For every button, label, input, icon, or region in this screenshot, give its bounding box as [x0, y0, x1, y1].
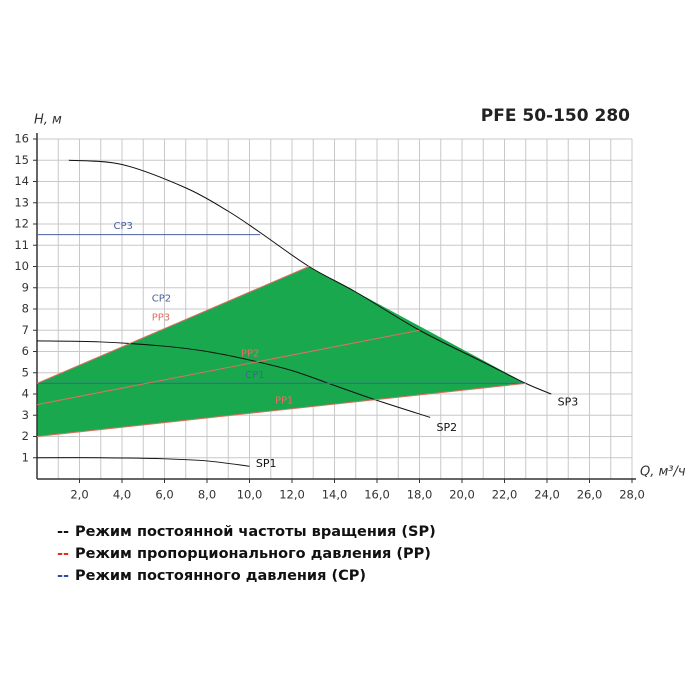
x-tick-label: 20,0 — [449, 488, 475, 502]
x-tick-label: 10,0 — [237, 488, 263, 502]
legend-marker: -- — [57, 568, 69, 584]
curve-label: SP2 — [437, 421, 458, 434]
x-axis-label: Q, м³/ч — [640, 465, 686, 480]
y-tick-label: 12 — [14, 217, 29, 231]
x-tick-label: 24,0 — [534, 488, 560, 502]
y-tick-label: 7 — [22, 323, 29, 337]
y-tick-label: 4 — [22, 387, 29, 401]
legend-marker: -- — [57, 524, 69, 540]
curve-label: SP3 — [558, 396, 579, 409]
x-tick-label: 6,0 — [155, 488, 173, 502]
curve — [36, 266, 310, 384]
curve — [36, 382, 526, 437]
x-tick-label: 18,0 — [407, 488, 433, 502]
curve-label: CP3 — [114, 221, 133, 232]
x-tick-label: 28,0 — [619, 488, 645, 502]
y-tick-label: 16 — [14, 132, 29, 146]
y-tick-label: 9 — [22, 280, 29, 294]
y-tick-label: 10 — [14, 259, 29, 273]
y-tick-label: 6 — [22, 344, 29, 358]
curve-label: CP2 — [152, 293, 171, 304]
x-tick-label: 8,0 — [198, 488, 216, 502]
y-tick-label: 13 — [14, 195, 29, 209]
chart-title: PFE 50-150 280 — [481, 106, 630, 126]
y-tick-label: 1 — [22, 450, 29, 464]
y-axis-label: H, м — [34, 113, 62, 128]
curve — [36, 329, 420, 406]
y-tick-label: 14 — [14, 174, 29, 188]
legend-text: Режим пропорционального давления (PP) — [75, 546, 431, 562]
x-tick-label: 12,0 — [279, 488, 305, 502]
operating-region — [37, 266, 526, 437]
curve-label: SP1 — [256, 457, 277, 470]
y-tick-label: 3 — [22, 408, 29, 422]
legend-text: Режим постоянного давления (CP) — [75, 568, 366, 584]
y-tick-label: 5 — [22, 365, 29, 379]
y-tick-label: 11 — [14, 238, 29, 252]
x-tick-label: 16,0 — [364, 488, 390, 502]
curve — [36, 340, 431, 418]
x-tick-label: 26,0 — [577, 488, 603, 502]
x-tick-label: 4,0 — [113, 488, 131, 502]
curve-label: PP3 — [152, 313, 170, 324]
y-tick-label: 15 — [14, 153, 29, 167]
y-tick-label: 2 — [22, 429, 29, 443]
x-tick-label: 14,0 — [322, 488, 348, 502]
curve-label: CP1 — [245, 370, 264, 381]
legend-text: Режим постоянной частоты вращения (SP) — [75, 524, 436, 540]
curve-label: PP1 — [275, 395, 293, 406]
x-tick-label: 22,0 — [492, 488, 518, 502]
y-tick-label: 8 — [22, 302, 29, 316]
x-tick-label: 2,0 — [70, 488, 88, 502]
legend-marker: -- — [57, 546, 69, 562]
curve — [68, 159, 552, 395]
curve-label: PP2 — [241, 349, 259, 360]
curve — [36, 457, 250, 467]
